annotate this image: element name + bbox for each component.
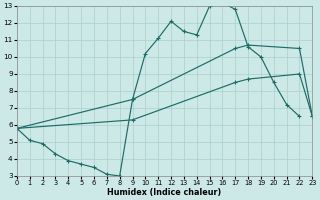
X-axis label: Humidex (Indice chaleur): Humidex (Indice chaleur) (108, 188, 222, 197)
